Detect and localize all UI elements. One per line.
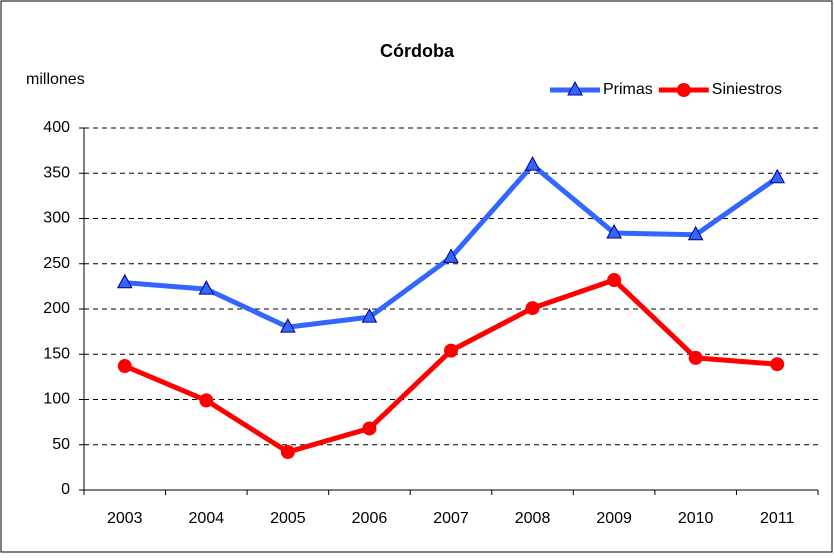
x-tick-label: 2007 (433, 510, 469, 527)
data-point (198, 280, 215, 295)
x-tick-label: 2003 (107, 510, 143, 527)
y-tick-label: 50 (52, 436, 70, 453)
y-tick-label: 150 (43, 345, 70, 362)
x-tick-label: 2009 (596, 510, 632, 527)
data-point (606, 223, 622, 239)
data-point (769, 168, 786, 184)
data-point (116, 273, 133, 289)
data-point (362, 421, 377, 436)
data-point (117, 359, 132, 374)
y-tick-label: 300 (43, 210, 70, 227)
data-point (280, 318, 296, 333)
y-tick-label: 100 (43, 391, 70, 408)
data-point (443, 248, 459, 263)
y-tick-label: 350 (43, 164, 70, 181)
y-tick-label: 250 (43, 255, 70, 272)
y-tick-label: 0 (61, 481, 70, 498)
y-tick-label: 200 (43, 300, 70, 317)
data-point (524, 156, 541, 171)
data-point (199, 393, 214, 408)
data-point (688, 350, 703, 365)
chart-title: Córdoba (380, 41, 455, 61)
data-point (280, 444, 295, 459)
data-point (687, 225, 704, 241)
x-tick-label: 2011 (760, 510, 795, 527)
data-point (361, 308, 378, 323)
x-tick-label: 2006 (352, 510, 388, 527)
legend-marker (676, 83, 691, 97)
x-tick-label: 2005 (270, 510, 306, 527)
legend-label: Primas (603, 81, 653, 98)
y-axis-label: millones (26, 71, 85, 88)
x-tick-label: 2008 (515, 510, 551, 527)
legend-label: Siniestros (712, 81, 782, 98)
data-point (525, 301, 540, 316)
data-point (444, 343, 458, 358)
y-tick-label: 400 (43, 119, 70, 136)
x-tick-label: 2004 (189, 510, 225, 527)
data-point (770, 357, 785, 372)
x-tick-label: 2010 (678, 510, 714, 527)
data-point (607, 273, 622, 288)
legend-marker (567, 80, 583, 96)
